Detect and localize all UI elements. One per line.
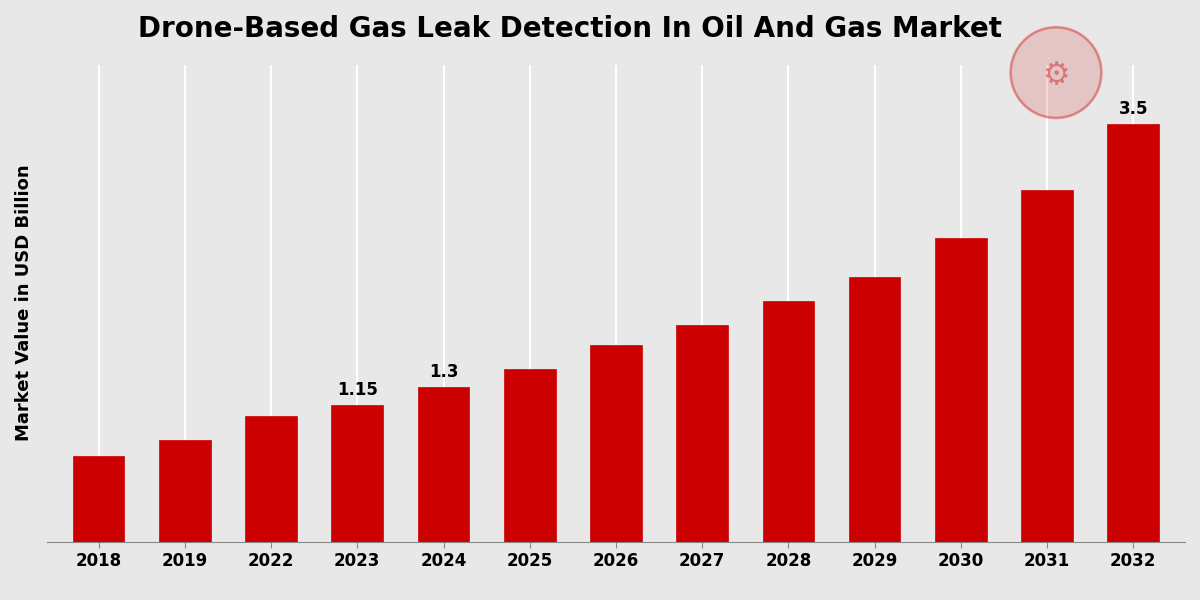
Bar: [1108, 124, 1159, 542]
Circle shape: [1010, 27, 1102, 118]
Text: Drone-Based Gas Leak Detection In Oil And Gas Market: Drone-Based Gas Leak Detection In Oil An…: [138, 15, 1002, 43]
Bar: [762, 301, 815, 542]
Bar: [245, 416, 296, 542]
Bar: [590, 345, 642, 542]
Text: 1.15: 1.15: [337, 380, 378, 398]
Bar: [504, 369, 556, 542]
Bar: [331, 404, 383, 542]
Bar: [73, 456, 125, 542]
Bar: [935, 238, 986, 542]
Text: 1.3: 1.3: [428, 362, 458, 380]
Text: 3.5: 3.5: [1118, 100, 1148, 118]
Bar: [848, 277, 900, 542]
Bar: [158, 440, 211, 542]
Text: ⚙: ⚙: [1043, 61, 1069, 91]
Bar: [677, 325, 728, 542]
Bar: [418, 386, 469, 542]
Bar: [1021, 190, 1073, 542]
Y-axis label: Market Value in USD Billion: Market Value in USD Billion: [14, 165, 34, 442]
